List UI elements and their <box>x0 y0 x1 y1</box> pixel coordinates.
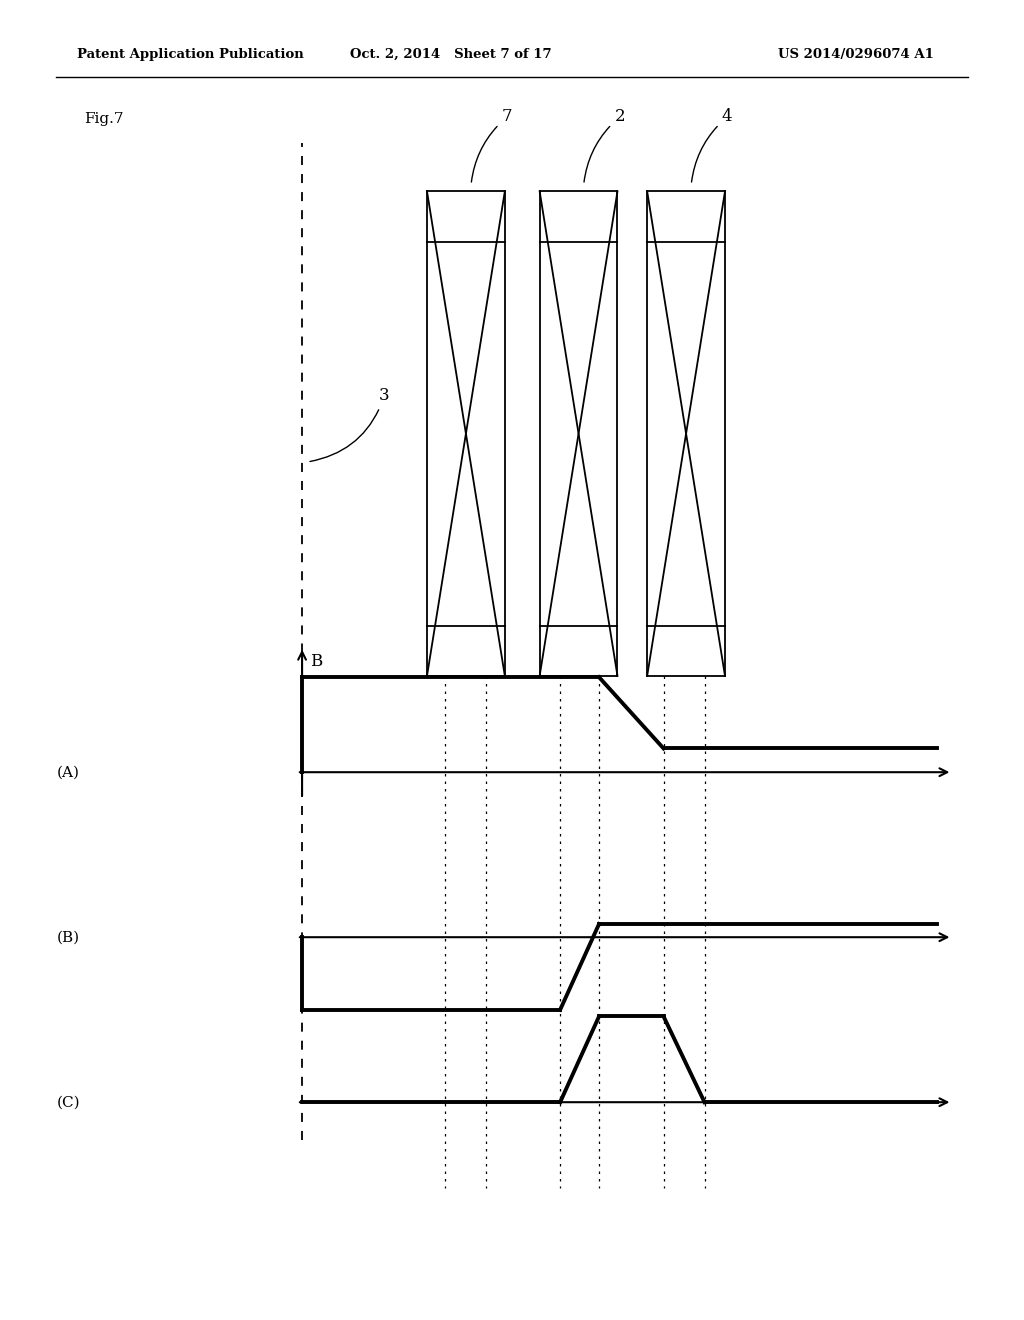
Text: 4: 4 <box>691 108 732 182</box>
Text: B: B <box>310 653 323 671</box>
Text: (A): (A) <box>56 766 79 779</box>
Text: (B): (B) <box>56 931 80 944</box>
Text: 2: 2 <box>584 108 625 182</box>
Text: 3: 3 <box>310 388 389 462</box>
Text: (C): (C) <box>56 1096 80 1109</box>
Text: Oct. 2, 2014   Sheet 7 of 17: Oct. 2, 2014 Sheet 7 of 17 <box>350 48 551 61</box>
Text: US 2014/0296074 A1: US 2014/0296074 A1 <box>778 48 934 61</box>
Text: Patent Application Publication: Patent Application Publication <box>77 48 303 61</box>
Text: Fig.7: Fig.7 <box>84 112 124 127</box>
Text: 7: 7 <box>471 108 512 182</box>
